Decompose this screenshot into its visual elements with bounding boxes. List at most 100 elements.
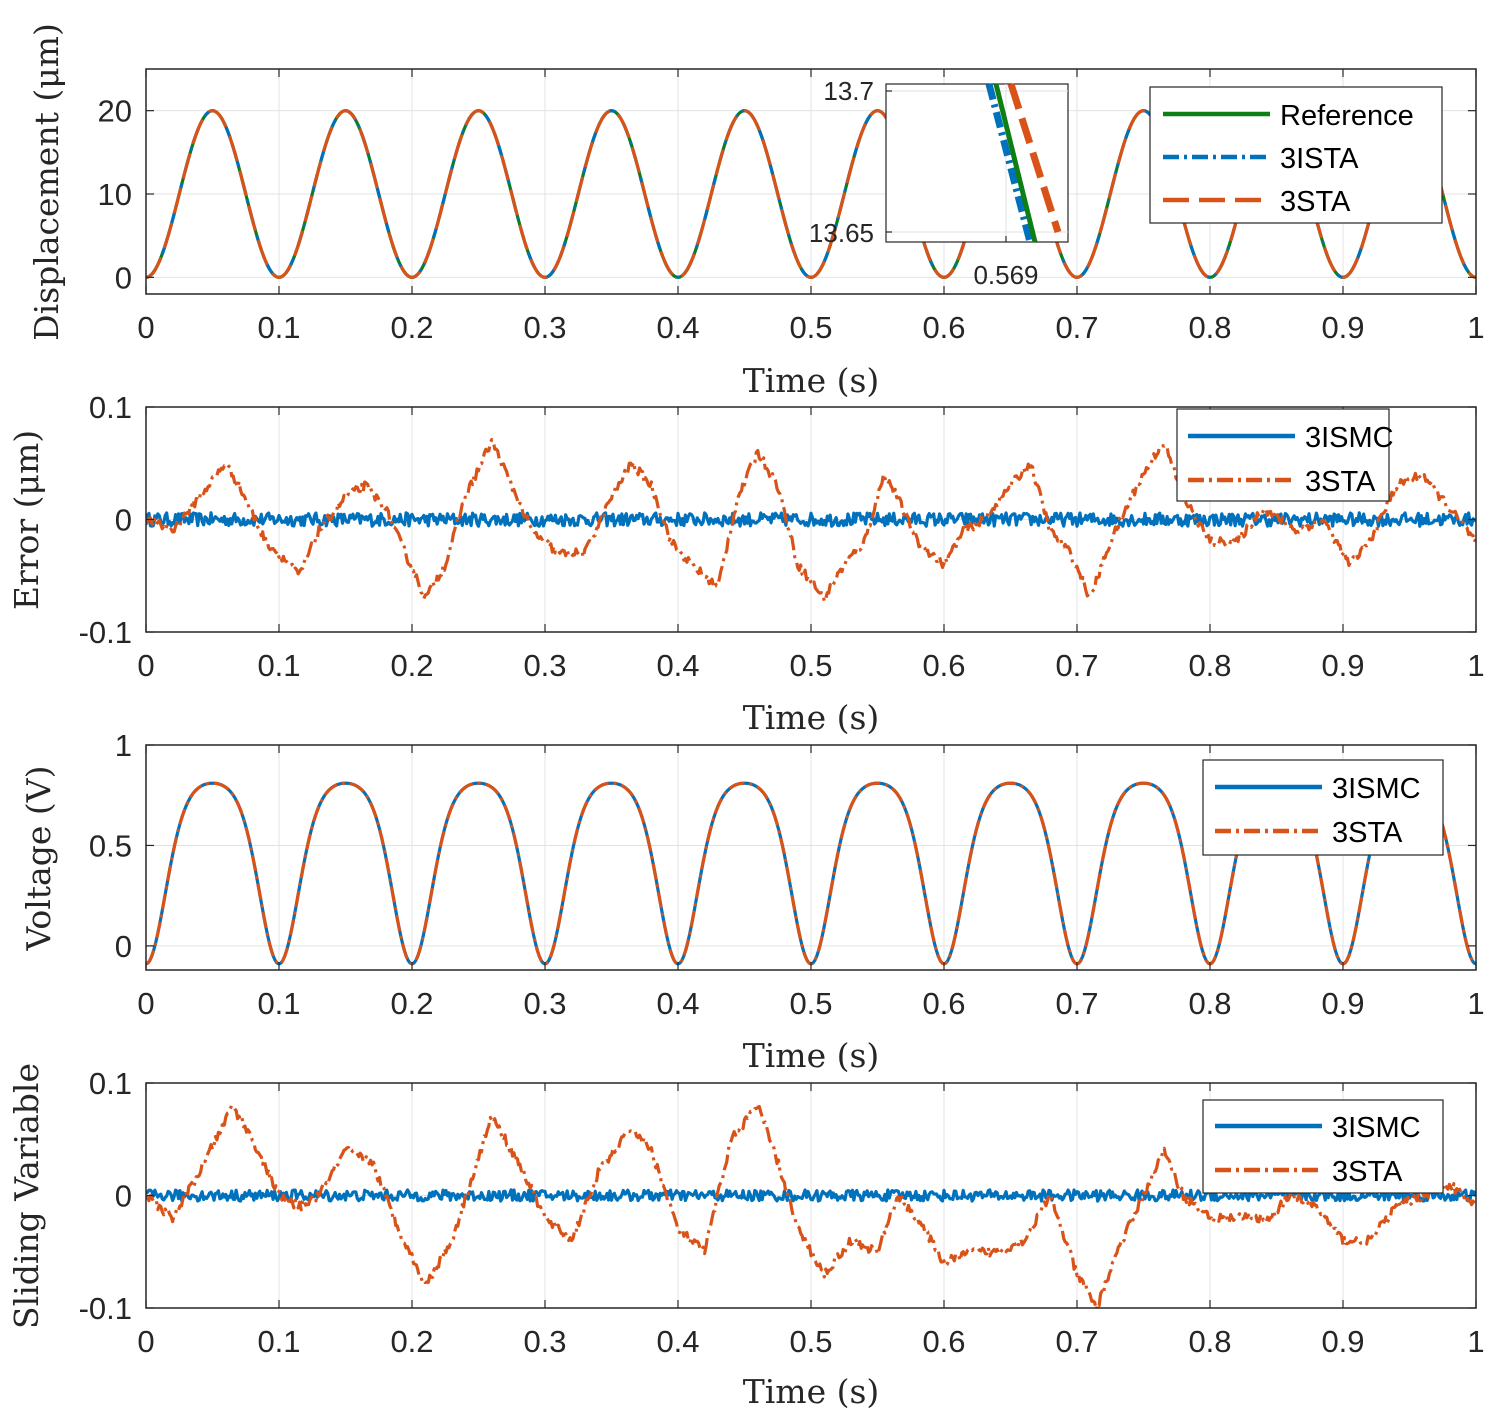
x-tick-label: 0.9	[1321, 1324, 1364, 1359]
x-tick-label: 0.8	[1188, 648, 1231, 683]
y-ticks: -0.1 0 0.1	[79, 1066, 132, 1326]
tick-marks	[145, 1082, 1477, 1309]
y-axis-label: Voltage (V)	[19, 766, 58, 952]
tick-marks	[145, 744, 1477, 970]
x-tick-label: 0.5	[789, 310, 832, 345]
x-tick-label: 0.3	[523, 986, 566, 1021]
y-ticks: 0 10 20	[98, 94, 132, 296]
x-tick-label: 0.7	[1055, 310, 1098, 345]
legend-label: 3ISTA	[1280, 143, 1359, 175]
x-ticks: 0 0.1 0.2 0.3 0.4 0.5 0.6 0.7 0.8 0.9 1	[137, 986, 1484, 1021]
inset-zoom: 0.569 13.7 13.65	[809, 76, 1069, 290]
x-tick-label: 0.9	[1321, 986, 1364, 1021]
x-tick-label: 0.5	[789, 648, 832, 683]
panel-sliding-variable: -0.100.1 0 0.1 0.2 0.3 0.4 0.5 0.6 0.7 0.8 0.9 1 T…	[7, 1063, 1485, 1411]
x-tick-label: 0.3	[523, 1324, 566, 1359]
x-tick-label: 0.1	[257, 986, 300, 1021]
legend: Reference 3ISTA 3STA	[1149, 86, 1443, 224]
x-tick-label: 0.3	[523, 648, 566, 683]
x-tick-label: 0.2	[390, 986, 433, 1021]
x-tick-label: 0.1	[257, 1324, 300, 1359]
x-tick-label: 0.2	[390, 310, 433, 345]
x-tick-label: 0.8	[1188, 986, 1231, 1021]
y-tick-label: 0	[115, 1179, 132, 1214]
x-tick-label: 0.7	[1055, 1324, 1098, 1359]
y-tick-label: -0.1	[79, 615, 132, 650]
tick-marks	[145, 406, 1477, 633]
inset-line-3sta	[1007, 82, 1062, 234]
y-tick-label: 0.1	[89, 1066, 132, 1101]
x-tick-label: 0	[137, 310, 154, 345]
legend: 3ISMC 3STA	[1202, 1099, 1444, 1194]
x-tick-label: 0.7	[1055, 986, 1098, 1021]
y-tick-label: 0	[115, 503, 132, 538]
x-axis-label: Time (s)	[743, 1036, 880, 1075]
inset-ytick: 13.65	[809, 218, 874, 248]
y-tick-label: 0	[115, 260, 132, 295]
x-tick-label: 0.5	[789, 986, 832, 1021]
inset-line-reference	[993, 83, 1038, 243]
panel-displacement: 0 10 20 0 0.1 0.2 0.3 0.4 0.5 0.6 0.7 0.8 0.9 1 Time…	[27, 23, 1485, 400]
x-tick-label: 1	[1467, 648, 1484, 683]
y-ticks: -0.1 0 0.1	[79, 390, 132, 650]
x-tick-label: 0.2	[390, 648, 433, 683]
y-axis-label: Sliding Variable	[7, 1063, 46, 1329]
x-tick-label: 0.8	[1188, 1324, 1231, 1359]
y-tick-label: 0.5	[89, 828, 132, 863]
legend-label: 3ISMC	[1332, 1112, 1421, 1144]
x-tick-label: 0	[137, 986, 154, 1021]
inset-ytick: 13.7	[823, 76, 874, 106]
panel-voltage: 00.51 0 0.1 0.2 0.3 0.4 0.5 0.6 0.7 0.8 0.9 1 Time…	[19, 728, 1485, 1075]
legend-label: 3STA	[1332, 1156, 1403, 1188]
legend-label: 3STA	[1305, 466, 1376, 498]
x-axis-label: Time (s)	[743, 698, 880, 737]
x-tick-label: 0.9	[1321, 648, 1364, 683]
x-ticks: 0 0.1 0.2 0.3 0.4 0.5 0.6 0.7 0.8 0.9 1	[137, 1324, 1484, 1359]
x-tick-label: 0.4	[656, 310, 699, 345]
x-tick-label: 1	[1467, 986, 1484, 1021]
y-ticks: 00.51	[89, 728, 132, 964]
x-tick-label: 0.4	[656, 648, 699, 683]
x-axis-label: Time (s)	[743, 361, 880, 400]
x-tick-label: 0.6	[922, 1324, 965, 1359]
x-tick-label: 0.6	[922, 986, 965, 1021]
y-tick-label: 20	[98, 94, 132, 129]
series-group	[146, 437, 1476, 604]
x-tick-label: 0.3	[523, 310, 566, 345]
x-tick-label: 0	[137, 1324, 154, 1359]
x-tick-label: 0.5	[789, 1324, 832, 1359]
y-tick-label: 0	[115, 929, 132, 964]
y-tick-label: 10	[98, 177, 132, 212]
legend-label: Reference	[1280, 100, 1414, 132]
y-tick-label: 0.1	[89, 390, 132, 425]
x-tick-label: 0.4	[656, 1324, 699, 1359]
y-axis-label: Displacement (μm)	[27, 23, 66, 341]
y-tick-label: -0.1	[79, 1291, 132, 1326]
series-line-3sta	[146, 1103, 1476, 1308]
inset-line-3ista	[985, 83, 1034, 243]
y-tick-label: 1	[115, 728, 132, 763]
x-tick-label: 0.9	[1321, 310, 1364, 345]
series-line-3sta	[146, 437, 1476, 604]
tick-marks	[145, 69, 1477, 294]
inset-xtick: 0.569	[973, 260, 1038, 290]
x-axis-label: Time (s)	[743, 1372, 880, 1411]
x-tick-label: 0.1	[257, 648, 300, 683]
x-tick-label: 0.2	[390, 1324, 433, 1359]
x-tick-label: 0.4	[656, 986, 699, 1021]
y-axis-label: Error (μm)	[7, 430, 46, 610]
series-clip	[146, 437, 1476, 604]
legend: 3ISMC 3STA	[1176, 408, 1394, 502]
panel-error: -0.1 0 0.1 0 0.1 0.2 0.3 0.4 0.5 0.6 0.7 0.8 0.9 1 T…	[7, 390, 1485, 737]
x-ticks: 0 0.1 0.2 0.3 0.4 0.5 0.6 0.7 0.8 0.9 1	[137, 648, 1484, 683]
x-tick-label: 0.1	[257, 310, 300, 345]
x-tick-label: 0.7	[1055, 648, 1098, 683]
legend-label: 3STA	[1280, 186, 1351, 218]
x-tick-label: 0.6	[922, 310, 965, 345]
legend-label: 3STA	[1332, 817, 1403, 849]
x-tick-label: 0.8	[1188, 310, 1231, 345]
x-tick-label: 0.6	[922, 648, 965, 683]
x-ticks: 0 0.1 0.2 0.3 0.4 0.5 0.6 0.7 0.8 0.9 1	[137, 310, 1484, 345]
legend: 3ISMC 3STA	[1202, 759, 1444, 856]
